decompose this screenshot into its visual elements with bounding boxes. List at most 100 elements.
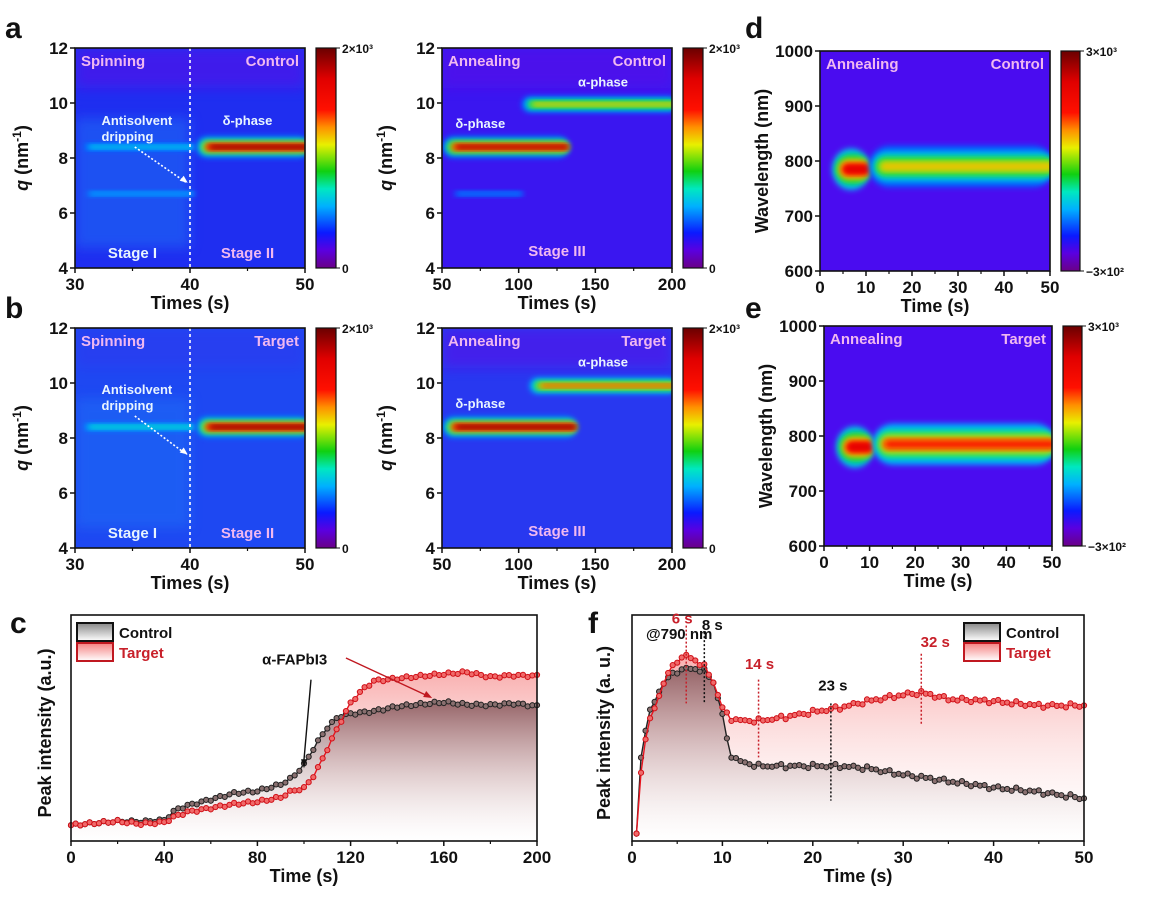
y-tick-label: 800 bbox=[785, 152, 813, 171]
data-point bbox=[1067, 791, 1074, 798]
x-tick-label: 40 bbox=[181, 555, 200, 574]
annotation-stage-i: Stage I bbox=[108, 525, 157, 542]
heatmap-band bbox=[457, 145, 569, 149]
data-point bbox=[778, 760, 785, 768]
data-point bbox=[347, 699, 354, 706]
data-point bbox=[904, 770, 911, 777]
data-point bbox=[927, 774, 934, 781]
data-point bbox=[1062, 704, 1070, 711]
data-point bbox=[859, 701, 866, 708]
x-tick-label: 200 bbox=[658, 275, 686, 294]
data-point bbox=[723, 735, 731, 742]
annotation-stage-i: Stage I bbox=[108, 245, 157, 262]
data-point bbox=[755, 760, 762, 767]
y-axis-label: q (nm-1) bbox=[10, 125, 32, 191]
x-tick-label: 20 bbox=[803, 848, 822, 867]
colorbar bbox=[1062, 325, 1083, 547]
panel-a-left: 30 40 50 Times (s) 4 6 8 10 12 q (nm-1) 2×10³ 0 Spin… bbox=[5, 12, 373, 313]
x-tick-label: 10 bbox=[713, 848, 732, 867]
annotation-process: Spinning bbox=[81, 53, 145, 70]
marker-label: 32 s bbox=[921, 634, 950, 651]
data-point bbox=[333, 726, 340, 733]
annotation-wavelength: @790 nm bbox=[646, 626, 712, 643]
y-tick-label: 6 bbox=[426, 484, 435, 503]
x-tick-label: 20 bbox=[903, 278, 922, 297]
data-point bbox=[633, 830, 640, 837]
annotation-sample: Control bbox=[991, 56, 1044, 73]
data-point bbox=[310, 774, 317, 781]
annotation-process: Annealing bbox=[830, 331, 903, 348]
x-axis-label: Times (s) bbox=[518, 293, 597, 313]
data-point bbox=[832, 760, 839, 768]
annotation-stage-iii: Stage III bbox=[528, 523, 586, 540]
marker-label: 14 s bbox=[745, 656, 774, 673]
data-point bbox=[714, 691, 721, 699]
x-axis-label: Time (s) bbox=[270, 866, 339, 886]
x-tick-label: 50 bbox=[433, 275, 452, 294]
y-axis-label: q (nm-1) bbox=[10, 405, 32, 471]
annotation-antisolvent-2: dripping bbox=[101, 398, 153, 413]
x-tick-label: 20 bbox=[906, 553, 925, 572]
data-point bbox=[1008, 787, 1015, 794]
y-tick-label: 10 bbox=[49, 94, 68, 113]
data-point bbox=[165, 817, 172, 825]
arrowhead-icon bbox=[423, 691, 433, 698]
data-point bbox=[1013, 784, 1020, 791]
data-point bbox=[637, 769, 645, 776]
panel-b-left: 30 40 50 Times (s) 4 6 8 10 12 q (nm-1) 2×10³ 0 Spin… bbox=[5, 292, 373, 593]
y-tick-label: 800 bbox=[789, 427, 817, 446]
data-point bbox=[179, 811, 186, 819]
data-point bbox=[674, 670, 681, 677]
data-point bbox=[669, 662, 676, 669]
heatmap-band bbox=[884, 440, 1052, 448]
colorbar-max-label: 2×10³ bbox=[709, 322, 740, 336]
x-tick-label: 50 bbox=[296, 555, 315, 574]
colorbar-min-label: 0 bbox=[709, 542, 716, 556]
y-tick-label: 6 bbox=[426, 204, 435, 223]
data-point bbox=[1035, 700, 1042, 708]
data-point bbox=[723, 709, 731, 716]
heatmap-band bbox=[90, 192, 194, 196]
arrowhead-icon bbox=[179, 175, 188, 183]
data-point bbox=[981, 781, 988, 789]
annotation-stage-ii: Stage II bbox=[221, 525, 274, 542]
annotation-alpha-phase: α-phase bbox=[578, 75, 628, 90]
colorbar-min-label: 0 bbox=[342, 262, 349, 276]
legend-label-control: Control bbox=[1006, 625, 1059, 642]
heatmap-band bbox=[541, 384, 672, 388]
heatmap-band bbox=[457, 425, 577, 429]
data-point bbox=[773, 715, 780, 722]
data-point bbox=[179, 805, 186, 812]
data-point bbox=[674, 659, 681, 666]
data-point bbox=[352, 695, 359, 703]
x-tick-label: 200 bbox=[523, 848, 551, 867]
y-tick-label: 12 bbox=[416, 39, 435, 58]
annotation-process: Annealing bbox=[448, 333, 521, 350]
legend-swatch-target bbox=[963, 642, 1001, 662]
annotation-sample: Target bbox=[254, 333, 299, 350]
data-point bbox=[1035, 787, 1042, 794]
data-point bbox=[710, 679, 717, 686]
y-tick-label: 900 bbox=[789, 372, 817, 391]
y-tick-label: 600 bbox=[789, 537, 817, 556]
x-axis-label: Times (s) bbox=[151, 573, 230, 593]
annotation-antisolvent: Antisolvent bbox=[101, 382, 172, 397]
x-tick-label: 50 bbox=[1043, 553, 1062, 572]
heatmap-band bbox=[844, 165, 870, 173]
data-point bbox=[314, 763, 322, 771]
data-point bbox=[356, 688, 364, 696]
data-point bbox=[151, 821, 158, 828]
colorbar-min-label: 0 bbox=[709, 262, 716, 276]
y-tick-label: 700 bbox=[789, 482, 817, 501]
x-tick-label: 100 bbox=[504, 275, 532, 294]
data-point bbox=[268, 796, 275, 803]
data-point bbox=[750, 719, 758, 726]
heatmap-body bbox=[75, 328, 305, 548]
y-tick-label: 10 bbox=[416, 94, 435, 113]
data-point bbox=[221, 793, 228, 801]
heatmap-body bbox=[820, 51, 1050, 271]
y-tick-label: 4 bbox=[59, 539, 69, 558]
annotation-sample: Target bbox=[1001, 331, 1046, 348]
panel-label: e bbox=[745, 292, 762, 325]
data-point bbox=[651, 705, 658, 712]
